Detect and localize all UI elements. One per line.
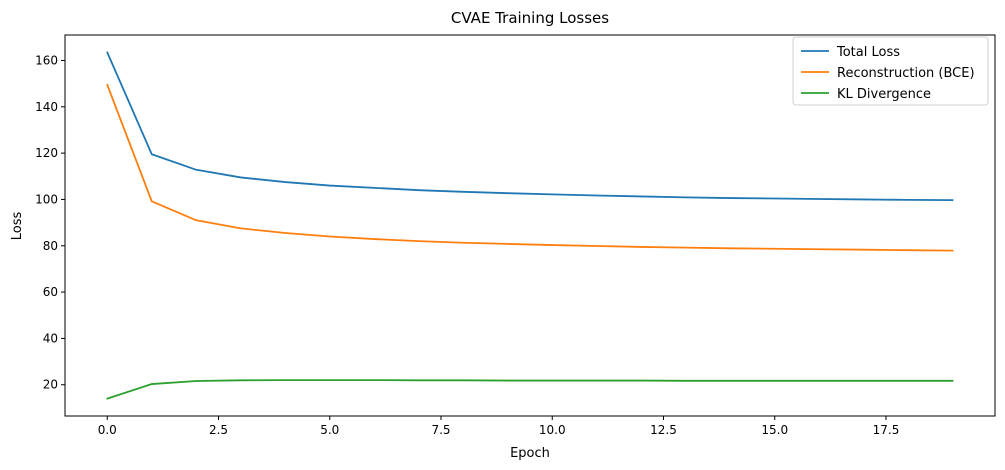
x-tick-label: 10.0 xyxy=(539,423,566,437)
y-tick-label: 80 xyxy=(43,239,58,253)
series-line-kl-divergence xyxy=(106,379,954,400)
series-line-reconstruction-bce xyxy=(106,83,954,252)
x-tick-label: 0.0 xyxy=(98,423,117,437)
series-line-total-loss xyxy=(106,51,954,202)
x-tick-label: 7.5 xyxy=(431,423,450,437)
y-tick-label: 160 xyxy=(35,53,58,67)
legend-label: Reconstruction (BCE) xyxy=(837,66,975,81)
y-axis: 20 40 60 80 100 120 140 160 xyxy=(35,53,65,392)
y-tick-label: 100 xyxy=(35,192,58,206)
series-lines xyxy=(106,51,954,400)
x-tick-label: 12.5 xyxy=(650,423,677,437)
y-axis-label: Loss xyxy=(10,212,25,241)
y-tick-label: 60 xyxy=(43,285,58,299)
x-axis: 0.0 2.5 5.0 7.5 10.0 12.5 15.0 17.5 xyxy=(98,416,900,437)
x-tick-label: 15.0 xyxy=(761,423,788,437)
x-tick-label: 17.5 xyxy=(873,423,900,437)
x-axis-label: Epoch xyxy=(510,446,550,461)
x-tick-label: 2.5 xyxy=(209,423,228,437)
legend-label: KL Divergence xyxy=(837,87,931,102)
x-tick-label: 5.0 xyxy=(320,423,339,437)
y-tick-label: 20 xyxy=(43,378,58,392)
y-tick-label: 120 xyxy=(35,146,58,160)
plot-frame xyxy=(64,34,996,417)
legend-box xyxy=(792,36,989,106)
y-tick-label: 40 xyxy=(43,331,58,345)
chart-title: CVAE Training Losses xyxy=(451,9,609,27)
plot-area: 0.0 2.5 5.0 7.5 10.0 12.5 15.0 17.5 20 40 60 80 100… xyxy=(35,34,996,437)
legend-label: Total Loss xyxy=(836,45,900,60)
legend: Total Loss Reconstruction (BCE) KL Diverge… xyxy=(792,36,989,106)
y-tick-label: 140 xyxy=(35,100,58,114)
